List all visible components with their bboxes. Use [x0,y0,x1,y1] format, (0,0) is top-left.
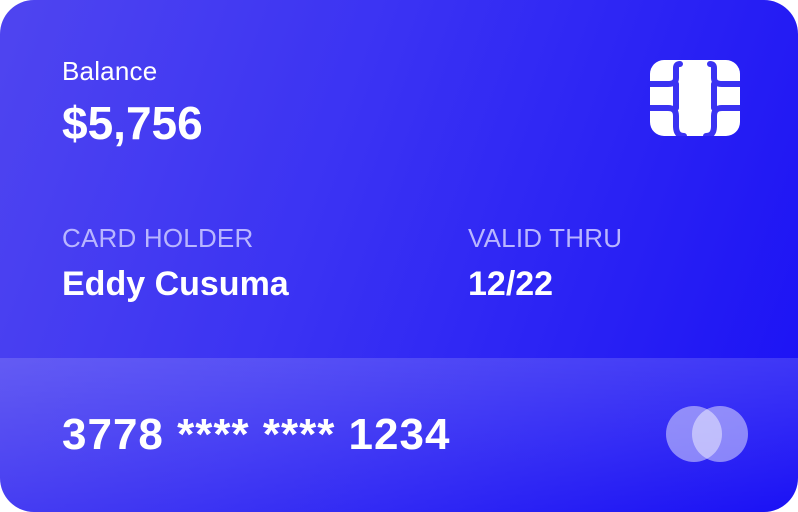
mastercard-logo-icon [666,406,748,462]
card-number: 3778 **** **** 1234 [62,410,451,459]
card-footer [0,358,798,512]
chip-icon [650,60,740,136]
mastercard-right-circle [692,406,748,462]
valid-thru-label: VALID THRU [468,223,623,253]
valid-thru-value: 12/22 [468,265,554,303]
balance-amount: $5,756 [62,97,203,149]
card-holder-label: CARD HOLDER [62,223,254,253]
balance-label: Balance [62,56,158,86]
card-holder-name: Eddy Cusuma [62,265,289,303]
mastercard-left-circle [666,406,722,462]
